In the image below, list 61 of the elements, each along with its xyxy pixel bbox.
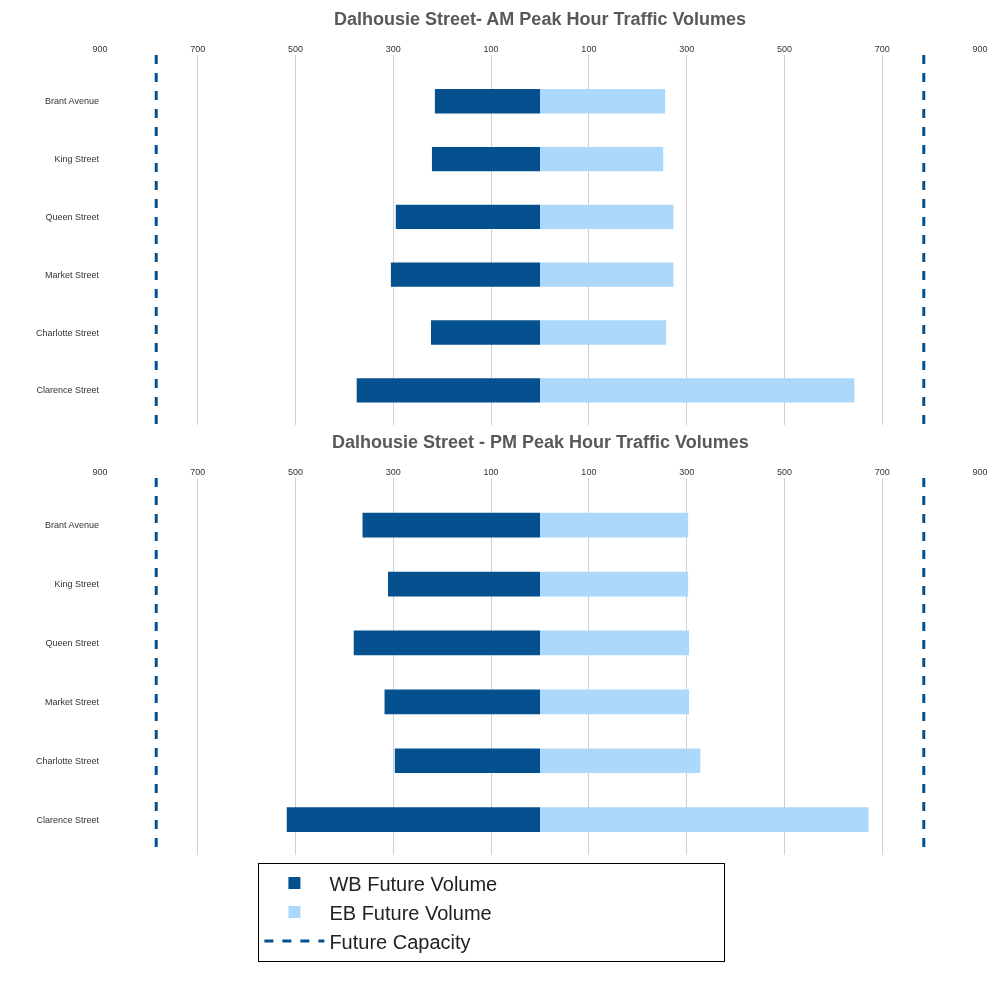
bar xyxy=(431,146,540,172)
x-tick-label: 300 xyxy=(385,44,401,55)
bar xyxy=(356,378,540,403)
x-tick-label: 100 xyxy=(483,467,499,478)
x-tick-label: 100 xyxy=(581,467,597,478)
y-tick-label: King Street xyxy=(54,154,100,165)
bar xyxy=(540,204,674,230)
x-tick-label: 300 xyxy=(385,467,401,478)
x-tick-label: 100 xyxy=(483,44,499,55)
bar xyxy=(540,630,690,656)
bar xyxy=(540,146,664,172)
y-tick-label: Market Street xyxy=(44,696,100,707)
x-tick-label: 500 xyxy=(288,44,304,55)
x-tick-label: 700 xyxy=(190,467,206,478)
bar xyxy=(540,807,869,833)
x-tick-label: 300 xyxy=(679,44,695,55)
bar xyxy=(540,320,667,345)
legend-label: WB Future Volume xyxy=(329,872,498,895)
x-tick-label: 500 xyxy=(776,44,792,55)
x-tick-label: 900 xyxy=(92,44,108,55)
bar xyxy=(540,689,690,715)
bar xyxy=(286,807,540,833)
x-tick-label: 700 xyxy=(874,467,890,478)
y-tick-label: Charlotte Street xyxy=(35,327,100,338)
chart-title: Dalhousie Street - PM Peak Hour Traffic Volumes xyxy=(332,432,749,452)
bar xyxy=(394,748,540,774)
y-tick-label: Clarence Street xyxy=(36,814,100,825)
bar xyxy=(540,262,674,287)
x-tick-label: 900 xyxy=(972,467,988,478)
bar xyxy=(540,571,689,597)
bar xyxy=(362,512,540,538)
bar xyxy=(540,748,701,774)
bar xyxy=(395,204,540,230)
x-tick-label: 900 xyxy=(972,44,988,55)
chart-title: Dalhousie Street- AM Peak Hour Traffic Volumes xyxy=(334,9,747,29)
bar xyxy=(387,571,540,597)
y-tick-label: King Street xyxy=(54,579,100,590)
bar xyxy=(384,689,540,715)
x-tick-label: 900 xyxy=(92,467,108,478)
bar xyxy=(390,262,540,287)
y-tick-label: Charlotte Street xyxy=(35,755,100,766)
legend-label: EB Future Volume xyxy=(329,901,492,924)
x-tick-label: 500 xyxy=(288,467,304,478)
y-tick-label: Queen Street xyxy=(45,638,100,649)
y-tick-label: Queen Street xyxy=(45,212,100,223)
x-tick-label: 300 xyxy=(679,467,695,478)
x-tick-label: 700 xyxy=(874,44,890,55)
x-tick-label: 500 xyxy=(776,467,792,478)
y-tick-label: Brant Avenue xyxy=(45,520,99,531)
bar xyxy=(540,512,689,538)
bar xyxy=(353,630,540,656)
bar xyxy=(540,89,666,114)
x-tick-label: 700 xyxy=(190,44,206,55)
bar xyxy=(430,320,540,345)
bar xyxy=(434,89,540,114)
y-tick-label: Clarence Street xyxy=(36,385,100,396)
x-tick-label: 100 xyxy=(581,44,597,55)
y-tick-label: Market Street xyxy=(44,269,100,280)
legend-label: Future Capacity xyxy=(329,930,471,953)
y-tick-label: Brant Avenue xyxy=(45,96,99,107)
bar xyxy=(540,378,855,403)
